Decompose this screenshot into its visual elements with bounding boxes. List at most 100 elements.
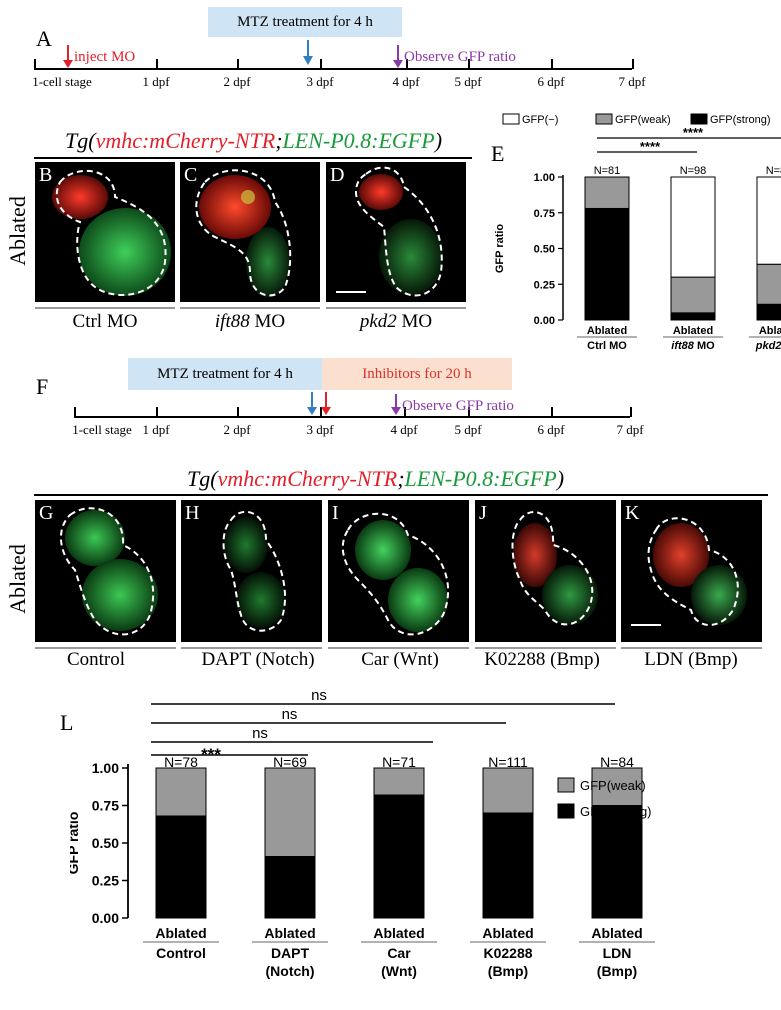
panel-a-mtz-box: MTZ treatment for 4 h [208, 7, 402, 37]
mtz-end-arrow-icon [307, 392, 317, 415]
l-y-tick-label: 0.75 [92, 798, 119, 814]
l-count-label: N=111 [488, 754, 528, 770]
e-count-label: N=98 [680, 165, 707, 177]
l-bar-segment [373, 767, 425, 796]
e-y-label: GFP ratio [494, 224, 506, 274]
timeline-f-tick-label: 7 dpf [616, 422, 644, 437]
panel-e-letter: E [491, 141, 505, 166]
genotype-suffix: ) [434, 128, 443, 153]
legend-e-swatch [595, 113, 613, 125]
e-bar-segment [756, 176, 781, 265]
l-bar-segment [482, 767, 534, 814]
panel-f-arrows [307, 392, 401, 415]
micrograph-j: J [475, 500, 616, 642]
caption-c-rule [180, 307, 320, 309]
l-y-tick-label: 0.25 [92, 873, 119, 889]
genotype-mid-title: Tg(vmhc:mCherry-NTR;LEN-P0.8:EGFP) [187, 466, 564, 492]
timeline-a-tick [320, 59, 322, 69]
l-bar-segment [264, 856, 316, 919]
l-bar-segment [591, 767, 643, 806]
timeline-f-tick-label: 2 dpf [223, 422, 251, 437]
timeline-f-tick [320, 407, 322, 417]
timeline-a-tick [237, 59, 239, 69]
panel-d-letter: D [330, 164, 345, 186]
panel-a-letter: A [36, 26, 52, 51]
timeline-a-tick [156, 59, 158, 69]
l-x-label-top: Ablated [482, 925, 533, 941]
timeline-a-tick-label: 2 dpf [223, 74, 251, 89]
l-x-label-top: Ablated [155, 925, 206, 941]
caption-b-rule [35, 307, 175, 309]
e-x-label-top: Ablated [759, 325, 781, 337]
legend-l-swatch-strong [557, 803, 575, 819]
timeline-f-tick-label: 3 dpf [306, 422, 334, 437]
l-count-label: N=78 [164, 754, 198, 770]
panel-f-letter: F [36, 374, 49, 399]
timeline-f-tick-label: 4 dpf [390, 422, 418, 437]
panel-a-inject-label: inject MO [74, 49, 136, 65]
caption-k: LDN (Bmp) [644, 649, 738, 670]
l-x-label-top: Ablated [591, 925, 642, 941]
timeline-f-tick [237, 407, 239, 417]
l-x-label-line2: DAPT [271, 945, 310, 961]
genotype-mid-prefix: Tg( [187, 466, 218, 491]
e-bar-segment [670, 176, 716, 278]
l-x-label-top: Ablated [264, 925, 315, 941]
e-bar-segment [670, 276, 716, 314]
panel-a-arrows [63, 40, 403, 68]
genotype-mid-suffix: ) [556, 466, 565, 491]
timeline-a-tick-label: 1 dpf [142, 74, 170, 89]
l-bar-segment [155, 767, 207, 817]
observe-arrow-f-icon [391, 394, 401, 415]
micrograph-b: B [35, 162, 175, 302]
timeline-f-tick [156, 407, 158, 417]
l-x-label-line3: (Bmp) [597, 963, 637, 979]
l-y-tick-label: 0.00 [92, 910, 119, 926]
l-y-tick-label: 0.50 [92, 835, 119, 851]
l-bar-segment [155, 815, 207, 919]
micrograph-h: H [181, 500, 322, 642]
e-x-label-top: Ablated [673, 325, 713, 337]
panel-a-timeline [34, 68, 632, 70]
genotype-top-rule [34, 157, 472, 159]
l-bar-segment [373, 794, 425, 919]
panel-k-letter: K [625, 502, 640, 524]
legend-e-swatch [502, 113, 520, 125]
timeline-a-tick-label: 1-cell stage [32, 74, 92, 89]
observe-arrow-icon [393, 45, 403, 68]
e-count-label: N=81 [594, 165, 621, 177]
timeline-a-tick [468, 59, 470, 69]
l-x-label-line2: Control [156, 945, 206, 961]
e-bar-segment [584, 207, 630, 321]
caption-j: K02288 (Bmp) [484, 649, 600, 670]
timeline-f-tick [630, 407, 632, 417]
caption-d: pkd2 MO [360, 311, 432, 333]
panel-a-observe-label: Observe GFP ratio [404, 49, 516, 65]
genotype-prefix: Tg( [65, 128, 96, 153]
l-x-label-top: Ablated [373, 925, 424, 941]
timeline-f-tick [468, 407, 470, 417]
caption-j-rule [475, 647, 616, 649]
panel-g-letter: G [39, 502, 54, 524]
timeline-f-tick [404, 407, 406, 417]
caption-c-gene: ift88 [214, 311, 250, 332]
caption-b: Ctrl MO [72, 311, 138, 332]
caption-c-text: MO [249, 311, 286, 332]
l-count-label: N=84 [600, 754, 634, 770]
caption-g-rule [35, 647, 176, 649]
timeline-a-tick-label: 3 dpf [306, 74, 334, 89]
e-bar-segment [756, 263, 781, 305]
panel-gk-side-label: Ablated [5, 544, 30, 614]
l-x-label-line2: K02288 [483, 945, 532, 961]
genotype-green: LEN-P0.8:EGFP [282, 128, 435, 153]
e-y-tick-label: 0.75 [534, 208, 555, 220]
e-bar-segment [584, 176, 630, 209]
timeline-a-tick [632, 59, 634, 69]
panel-f-timeline [74, 416, 630, 418]
e-x-label-bottom: ift88 MO [671, 340, 715, 352]
micrograph-i: I [328, 500, 469, 642]
e-y-tick-label: 0.00 [534, 315, 555, 327]
e-y-tick-label: 1.00 [534, 172, 555, 184]
panel-f-mtz-box: MTZ treatment for 4 h [128, 358, 322, 390]
